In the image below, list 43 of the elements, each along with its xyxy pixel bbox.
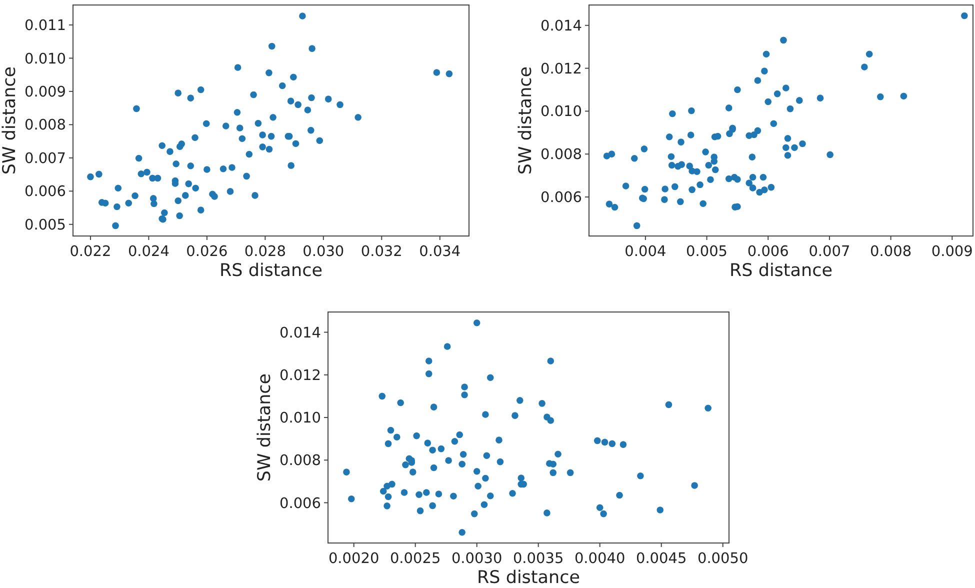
x-tick-label: 0.0045: [636, 551, 687, 567]
x-tick-label: 0.007: [808, 244, 850, 260]
y-tick-label: 0.014: [279, 325, 321, 342]
y-tick-label: 0.005: [24, 217, 66, 234]
y-tick-label: 0.011: [24, 18, 66, 34]
y-tick-label: 0.012: [279, 368, 321, 384]
x-tick-label: 0.022: [70, 244, 112, 260]
x-tick-label: 0.0030: [451, 551, 502, 567]
x-tick-label: 0.008: [870, 244, 912, 260]
x-tick-label: 0.0025: [390, 551, 441, 567]
y-axis-title: SW distance: [516, 66, 536, 175]
y-axis-title: SW distance: [255, 373, 275, 482]
x-tick-label: 0.034: [419, 244, 461, 260]
x-tick-label: 0.004: [624, 244, 666, 260]
x-axis-title: RS distance: [730, 261, 832, 281]
x-axis-title: RS distance: [220, 261, 322, 281]
x-tick-label: 0.0020: [328, 551, 380, 567]
y-tick-label: 0.006: [279, 496, 321, 512]
x-tick-label: 0.0035: [512, 551, 564, 567]
y-tick-label: 0.007: [24, 150, 66, 167]
y-tick-label: 0.008: [279, 453, 321, 470]
x-tick-label: 0.0040: [574, 551, 626, 567]
y-tick-label: 0.006: [24, 184, 66, 200]
x-tick-label: 0.024: [128, 244, 170, 260]
y-tick-label: 0.009: [24, 84, 66, 100]
y-tick-label: 0.006: [540, 190, 582, 206]
y-tick-label: 0.010: [279, 410, 321, 427]
y-tick-label: 0.014: [540, 18, 582, 34]
x-tick-label: 0.028: [244, 244, 286, 260]
y-tick-label: 0.010: [24, 51, 66, 68]
x-tick-label: 0.026: [186, 244, 228, 260]
x-tick-label: 0.030: [302, 244, 344, 260]
x-tick-label: 0.009: [931, 244, 973, 260]
y-tick-label: 0.008: [24, 118, 66, 134]
y-tick-label: 0.012: [540, 61, 582, 78]
x-tick-label: 0.032: [360, 244, 402, 260]
x-axis-title: RS distance: [477, 568, 580, 588]
x-tick-label: 0.006: [747, 244, 789, 260]
y-axis-title: SW distance: [0, 66, 20, 175]
y-tick-label: 0.008: [540, 147, 582, 164]
x-tick-label: 0.005: [686, 244, 728, 260]
x-tick-label: 0.0050: [697, 551, 748, 567]
y-tick-label: 0.010: [540, 104, 582, 120]
